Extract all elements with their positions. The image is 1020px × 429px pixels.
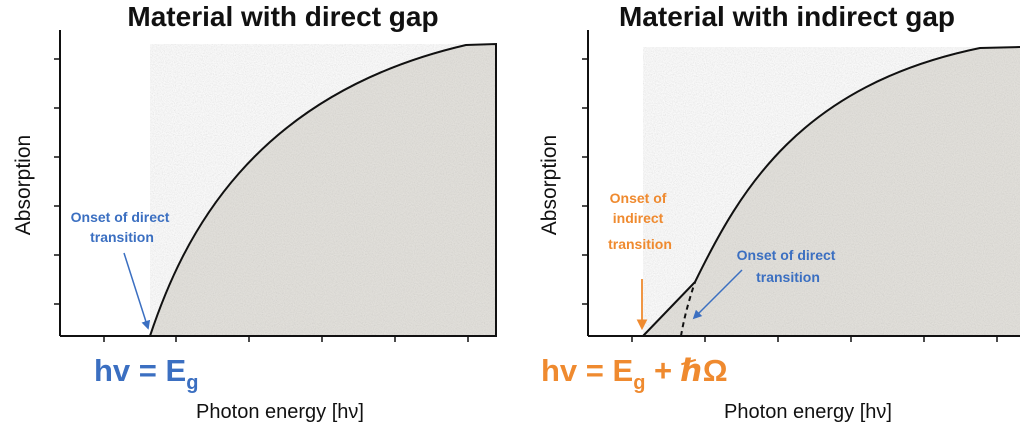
y-axis-label: Absorption — [12, 135, 35, 235]
x-axis-label: Photon energy [hν] — [724, 401, 892, 423]
x-axis-ticks — [631, 336, 998, 342]
absorption-area — [643, 47, 1020, 336]
direct-onset-arrow — [123, 252, 151, 330]
x-axis-label: Photon energy [hν] — [196, 401, 364, 423]
panel-direct-gap: Material with direct gap Absorption Onse… — [12, 1, 497, 423]
y-axis-label: Absorption — [538, 135, 561, 235]
direct-onset-dashed-curve — [680, 281, 696, 337]
direct-onset-label: Onset of direct transition — [71, 209, 174, 245]
absorption-area — [150, 44, 496, 336]
y-axis-ticks — [54, 58, 60, 305]
direct-onset-label: Onset of direct transition — [737, 247, 840, 285]
band-gap-equation: hv = Eg — [94, 353, 198, 394]
y-axis-ticks — [582, 58, 588, 305]
panel-indirect-gap: Material with indirect gap Absorption — [538, 1, 1020, 423]
indirect-onset-label: Onset of indirect transition — [608, 190, 672, 252]
absorption-curve — [642, 46, 1020, 337]
panel-title: Material with direct gap — [127, 1, 438, 32]
absorption-curve — [149, 42, 497, 337]
band-gap-equation: hv = Eg + ℏΩ — [541, 353, 728, 394]
panel-title: Material with indirect gap — [619, 1, 955, 32]
x-axis-ticks — [103, 336, 469, 342]
direct-onset-arrow — [692, 269, 743, 320]
